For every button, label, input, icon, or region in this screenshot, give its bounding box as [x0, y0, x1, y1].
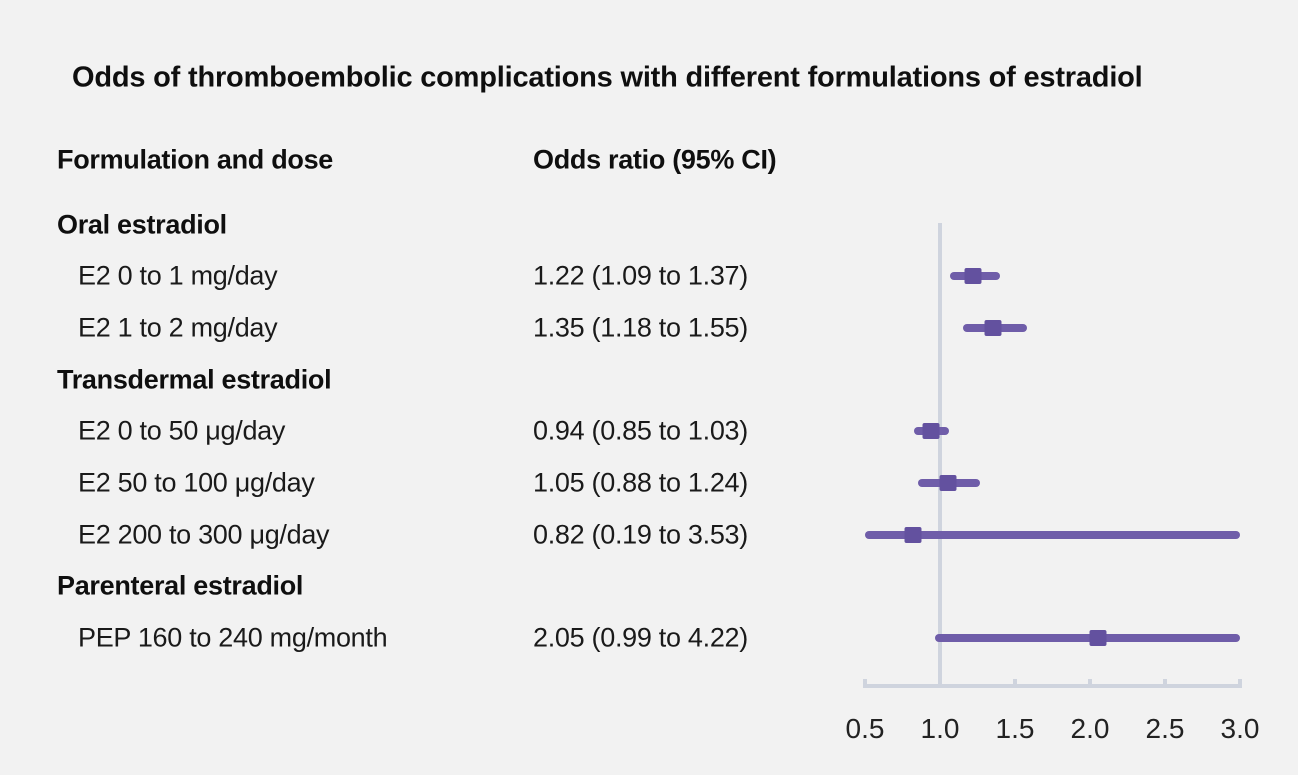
row-label: E2 1 to 2 mg/day	[78, 312, 278, 343]
x-axis-tick-label: 3.0	[1220, 713, 1260, 744]
x-axis-tick	[1088, 679, 1092, 688]
odds-ratio-marker	[984, 319, 1001, 336]
x-axis-tick	[1238, 679, 1242, 688]
row-odds-ratio-value: 0.82 (0.19 to 3.53)	[533, 519, 748, 550]
reference-line	[938, 223, 942, 688]
row-odds-ratio-value: 0.94 (0.85 to 1.03)	[533, 415, 748, 446]
row-odds-ratio-value: 2.05 (0.99 to 4.22)	[533, 622, 748, 653]
row-label: E2 200 to 300 μg/day	[78, 519, 330, 550]
x-axis-tick	[863, 679, 867, 688]
odds-ratio-marker	[964, 268, 982, 285]
x-axis-tick	[938, 679, 942, 688]
row-label: E2 50 to 100 μg/day	[78, 467, 315, 498]
x-axis-tick-label: 2.5	[1145, 713, 1185, 744]
row-odds-ratio-value: 1.22 (1.09 to 1.37)	[533, 260, 748, 291]
x-axis-line	[863, 684, 1242, 688]
figure-title: Odds of thromboembolic complications wit…	[72, 61, 1143, 94]
x-axis-tick	[1013, 679, 1017, 688]
odds-ratio-marker	[939, 475, 956, 491]
x-axis-tick-label: 1.5	[995, 713, 1035, 744]
row-label: E2 0 to 1 mg/day	[78, 260, 278, 291]
confidence-interval-line	[865, 530, 1240, 539]
row-odds-ratio-value: 1.05 (0.88 to 1.24)	[533, 467, 748, 498]
x-axis-tick	[1163, 679, 1167, 688]
column-header-formulation: Formulation and dose	[57, 144, 334, 175]
row-label: E2 0 to 50 μg/day	[78, 415, 286, 446]
group-label: Parenteral estradiol	[57, 570, 304, 601]
odds-ratio-marker	[922, 423, 940, 440]
column-header-odds-ratio: Odds ratio (95% CI)	[533, 144, 777, 175]
x-axis-tick-label: 2.0	[1070, 713, 1110, 744]
row-label: PEP 160 to 240 mg/month	[78, 622, 388, 653]
confidence-interval-line	[934, 634, 1240, 643]
x-axis-tick-label: 1.0	[920, 713, 960, 744]
row-odds-ratio-value: 1.35 (1.18 to 1.55)	[533, 312, 748, 343]
x-axis-tick-label: 0.5	[845, 713, 885, 744]
odds-ratio-marker	[1089, 630, 1106, 647]
group-label: Transdermal estradiol	[57, 364, 332, 395]
odds-ratio-marker	[904, 526, 922, 543]
group-label: Oral estradiol	[57, 209, 227, 239]
